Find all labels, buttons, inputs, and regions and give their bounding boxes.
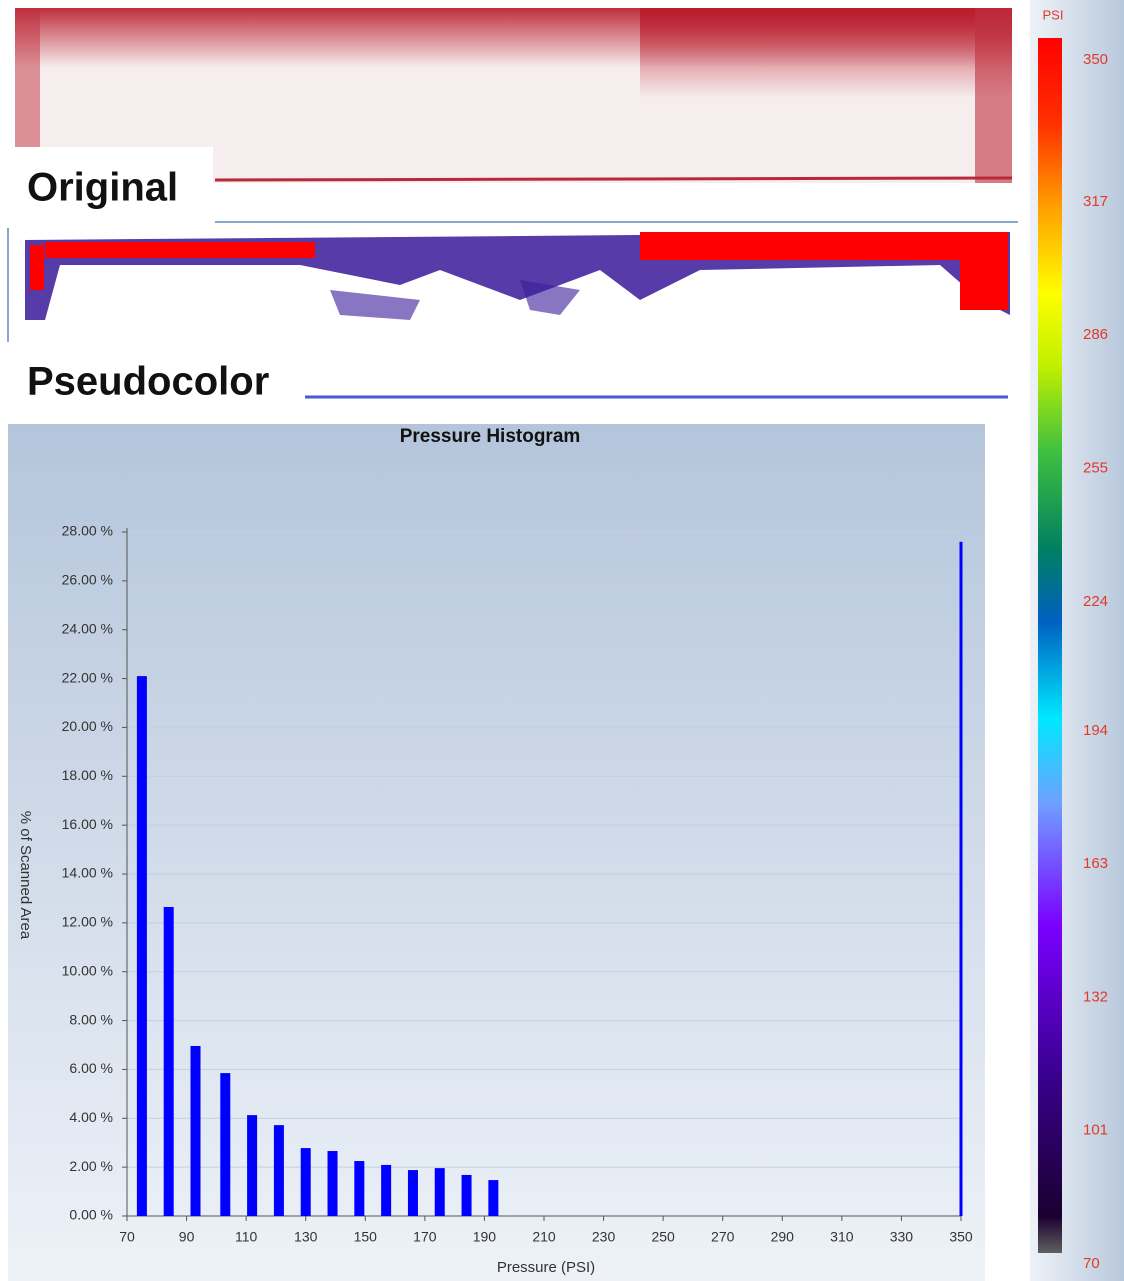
legend-tick-label: 350 (1083, 51, 1108, 68)
label-box (0, 147, 213, 219)
bar (247, 1115, 258, 1216)
label-box (0, 345, 305, 411)
bar (327, 1151, 338, 1216)
bar (354, 1161, 365, 1216)
y-tick-label: 2.00 % (69, 1158, 113, 1174)
x-tick-label: 230 (592, 1229, 616, 1245)
y-tick-label: 10.00 % (62, 962, 113, 978)
bar (136, 676, 147, 1216)
bar (190, 1045, 201, 1216)
legend-tick-label: 163 (1083, 855, 1108, 872)
x-tick-label: 70 (119, 1229, 135, 1245)
x-tick-label: 150 (354, 1229, 378, 1245)
legend-tick-label: 101 (1083, 1122, 1108, 1139)
pseudocolor-image (25, 230, 1010, 400)
chart-background (8, 424, 985, 1281)
legend-tick-label: 317 (1083, 193, 1108, 210)
legend-tick-label: 286 (1083, 326, 1108, 343)
y-tick-label: 26.00 % (62, 572, 113, 588)
image-label: Pseudocolor (27, 360, 269, 404)
x-tick-label: 110 (235, 1229, 258, 1245)
bar (461, 1174, 472, 1216)
legend-tick-label: 132 (1083, 988, 1108, 1005)
x-axis-label: Pressure (PSI) (497, 1259, 595, 1276)
x-tick-label: 170 (413, 1229, 437, 1245)
x-tick-label: 90 (179, 1229, 195, 1245)
y-tick-label: 24.00 % (62, 620, 113, 636)
bar (273, 1125, 284, 1216)
bar (434, 1168, 445, 1216)
bar (959, 541, 963, 1216)
color-scale (1038, 38, 1062, 1253)
bar (220, 1073, 231, 1216)
y-tick-label: 0.00 % (69, 1207, 113, 1223)
bar (407, 1170, 418, 1216)
legend-tick-label: 194 (1083, 722, 1108, 739)
x-tick-label: 270 (711, 1229, 735, 1245)
x-tick-label: 130 (294, 1229, 318, 1245)
y-tick-label: 18.00 % (62, 767, 113, 783)
y-tick-label: 8.00 % (69, 1011, 113, 1027)
y-axis-label: % of Scanned Area (17, 811, 34, 940)
x-tick-label: 350 (949, 1229, 973, 1245)
x-tick-label: 310 (830, 1229, 854, 1245)
y-tick-label: 12.00 % (62, 914, 113, 930)
y-tick-label: 28.00 % (62, 523, 113, 539)
chart-title: Pressure Histogram (400, 426, 581, 447)
legend-tick-label: 224 (1083, 593, 1108, 610)
bar (300, 1148, 311, 1216)
x-tick-label: 290 (771, 1229, 795, 1245)
x-tick-label: 250 (651, 1229, 675, 1245)
x-tick-label: 190 (473, 1229, 497, 1245)
legend-tick-label: 255 (1083, 459, 1108, 476)
bar (381, 1164, 392, 1216)
bar (488, 1180, 499, 1216)
y-tick-label: 6.00 % (69, 1060, 113, 1076)
x-tick-label: 210 (532, 1229, 556, 1245)
legend-title: PSI (1043, 7, 1064, 22)
y-tick-label: 14.00 % (62, 865, 113, 881)
y-tick-label: 4.00 % (69, 1109, 113, 1125)
image-label: Original (27, 166, 178, 210)
y-tick-label: 20.00 % (62, 718, 113, 734)
legend-tick-label: 70 (1083, 1255, 1100, 1272)
original-image (15, 8, 1013, 183)
x-tick-label: 330 (890, 1229, 914, 1245)
y-tick-label: 22.00 % (62, 669, 113, 685)
bar (163, 906, 174, 1216)
y-tick-label: 16.00 % (62, 816, 113, 832)
